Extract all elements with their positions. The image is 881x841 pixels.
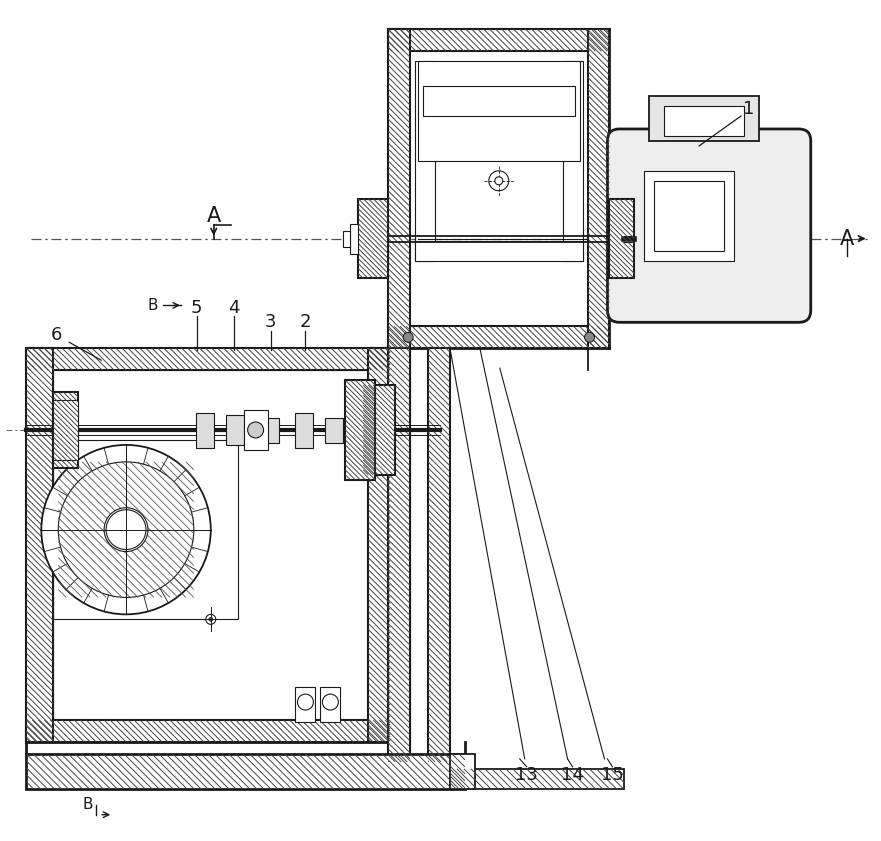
- Bar: [610, 198, 634, 278]
- Bar: [649, 96, 759, 141]
- Bar: [295, 687, 315, 722]
- Bar: [410, 51, 588, 326]
- Bar: [196, 413, 214, 448]
- Bar: [26, 348, 53, 742]
- Text: A: A: [207, 206, 221, 225]
- Circle shape: [584, 332, 595, 342]
- Text: 4: 4: [228, 299, 240, 317]
- Bar: [664, 106, 744, 136]
- Bar: [363, 385, 396, 475]
- Bar: [450, 754, 475, 789]
- Circle shape: [248, 422, 263, 438]
- Circle shape: [106, 510, 146, 549]
- Bar: [563, 61, 582, 261]
- Circle shape: [41, 445, 211, 615]
- Text: 13: 13: [515, 766, 538, 784]
- Bar: [295, 413, 314, 448]
- Text: A: A: [840, 229, 854, 249]
- Circle shape: [58, 462, 194, 597]
- Bar: [261, 418, 278, 443]
- Text: 14: 14: [561, 766, 584, 784]
- Text: 1: 1: [744, 100, 755, 118]
- Circle shape: [495, 177, 503, 185]
- Text: B: B: [148, 298, 159, 313]
- Bar: [428, 348, 450, 762]
- Bar: [244, 410, 268, 450]
- Bar: [325, 418, 344, 443]
- Bar: [359, 198, 389, 278]
- Bar: [415, 241, 582, 261]
- Circle shape: [209, 617, 212, 621]
- Bar: [368, 348, 390, 742]
- Bar: [588, 29, 610, 348]
- Bar: [345, 380, 375, 480]
- Text: 2: 2: [300, 314, 311, 331]
- Bar: [418, 61, 580, 161]
- Circle shape: [298, 694, 314, 710]
- Bar: [389, 29, 610, 51]
- Circle shape: [403, 332, 413, 342]
- Bar: [53, 392, 78, 468]
- Bar: [450, 769, 625, 789]
- Circle shape: [104, 508, 148, 552]
- Bar: [389, 326, 610, 348]
- Bar: [644, 171, 734, 261]
- Text: B: B: [83, 797, 93, 812]
- Text: 5: 5: [191, 299, 203, 317]
- Text: 6: 6: [50, 326, 62, 344]
- Bar: [26, 348, 390, 370]
- Text: 15: 15: [601, 766, 624, 784]
- Circle shape: [322, 694, 338, 710]
- Bar: [415, 61, 435, 261]
- Bar: [389, 348, 410, 762]
- Bar: [321, 687, 340, 722]
- FancyBboxPatch shape: [607, 129, 811, 322]
- Text: 3: 3: [265, 314, 277, 331]
- Bar: [423, 86, 574, 116]
- Circle shape: [206, 615, 216, 624]
- Bar: [53, 370, 368, 720]
- Bar: [53, 440, 238, 619]
- Circle shape: [489, 171, 508, 191]
- Bar: [53, 400, 78, 460]
- Bar: [389, 29, 410, 348]
- Bar: [655, 181, 724, 251]
- Bar: [26, 720, 390, 742]
- Bar: [351, 224, 359, 253]
- Bar: [26, 754, 465, 789]
- Bar: [226, 415, 244, 445]
- Circle shape: [106, 510, 146, 549]
- Bar: [344, 230, 351, 246]
- Bar: [410, 348, 428, 762]
